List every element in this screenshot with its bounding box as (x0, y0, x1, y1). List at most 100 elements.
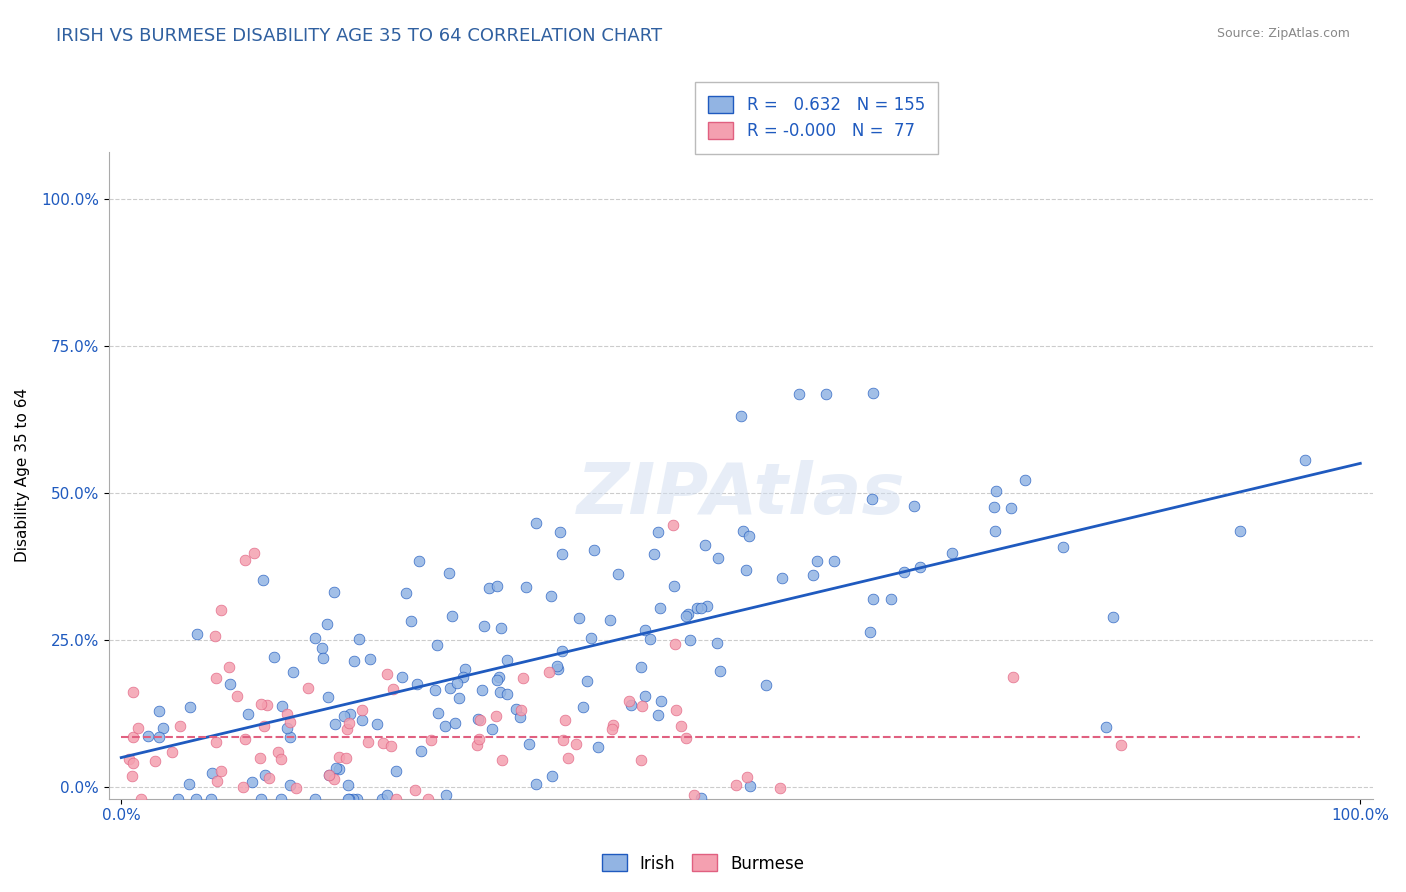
Irish (409, 744, 432, 758)
Burmese (127, 721, 149, 735)
Irish (541, 769, 564, 783)
Burmese (218, 660, 240, 674)
Irish (406, 676, 429, 690)
Irish (599, 613, 621, 627)
Burmese (328, 750, 350, 764)
Irish (184, 791, 207, 805)
Irish (427, 706, 450, 720)
Irish (517, 737, 540, 751)
Burmese (118, 751, 141, 765)
Irish (693, 538, 716, 552)
Burmese (122, 756, 145, 770)
Burmese (1001, 670, 1024, 684)
Irish (323, 584, 346, 599)
Burmese (631, 698, 654, 713)
Burmese (337, 716, 360, 731)
Irish (481, 723, 503, 737)
Irish (550, 547, 572, 561)
Irish (263, 650, 285, 665)
Burmese (169, 719, 191, 733)
Burmese (416, 791, 439, 805)
Irish (547, 663, 569, 677)
Irish (278, 730, 301, 744)
Irish (707, 550, 730, 565)
Irish (312, 651, 335, 665)
Irish (858, 624, 880, 639)
Irish (439, 681, 461, 696)
Irish (755, 678, 778, 692)
Irish (941, 546, 963, 560)
Irish (366, 716, 388, 731)
Burmese (380, 739, 402, 754)
Irish (186, 626, 208, 640)
Burmese (285, 780, 308, 795)
Irish (148, 730, 170, 744)
Irish (347, 632, 370, 646)
Y-axis label: Disability Age 35 to 64: Disability Age 35 to 64 (15, 388, 30, 562)
Irish (740, 779, 762, 793)
Legend: Irish, Burmese: Irish, Burmese (595, 847, 811, 880)
Irish (1101, 610, 1123, 624)
Irish (893, 565, 915, 579)
Irish (903, 499, 925, 513)
Irish (686, 601, 709, 615)
Burmese (270, 752, 292, 766)
Irish (650, 600, 672, 615)
Irish (467, 712, 489, 726)
Burmese (233, 731, 256, 746)
Irish (1229, 524, 1251, 538)
Burmese (250, 697, 273, 711)
Irish (509, 710, 531, 724)
Irish (1014, 473, 1036, 487)
Irish (1095, 720, 1118, 734)
Irish (252, 573, 274, 587)
Irish (526, 777, 548, 791)
Irish (250, 791, 273, 805)
Irish (359, 651, 381, 665)
Irish (434, 718, 457, 732)
Burmese (662, 517, 685, 532)
Burmese (735, 770, 758, 784)
Burmese (375, 667, 398, 681)
Irish (391, 670, 413, 684)
Burmese (675, 731, 697, 745)
Burmese (724, 778, 747, 792)
Burmese (322, 772, 344, 787)
Burmese (121, 684, 143, 698)
Irish (679, 633, 702, 648)
Irish (276, 721, 298, 735)
Irish (689, 790, 711, 805)
Irish (201, 766, 224, 780)
Irish (304, 791, 326, 805)
Burmese (232, 780, 254, 794)
Burmese (554, 714, 576, 728)
Irish (524, 516, 547, 530)
Irish (908, 559, 931, 574)
Burmese (1109, 739, 1132, 753)
Irish (200, 791, 222, 805)
Burmese (276, 707, 298, 722)
Irish (638, 632, 661, 646)
Irish (696, 599, 718, 613)
Irish (270, 791, 292, 805)
Irish (1052, 540, 1074, 554)
Burmese (249, 750, 271, 764)
Irish (862, 592, 884, 607)
Irish (576, 673, 599, 688)
Irish (304, 631, 326, 645)
Irish (375, 789, 398, 803)
Irish (770, 572, 793, 586)
Irish (343, 654, 366, 668)
Irish (449, 690, 471, 705)
Irish (325, 761, 347, 775)
Irish (675, 608, 697, 623)
Irish (664, 579, 686, 593)
Irish (148, 705, 170, 719)
Irish (738, 529, 761, 543)
Burmese (600, 722, 623, 736)
Irish (823, 554, 845, 568)
Irish (167, 791, 190, 805)
Irish (485, 673, 508, 687)
Text: ZIPAtlas: ZIPAtlas (576, 460, 905, 529)
Burmese (565, 737, 588, 751)
